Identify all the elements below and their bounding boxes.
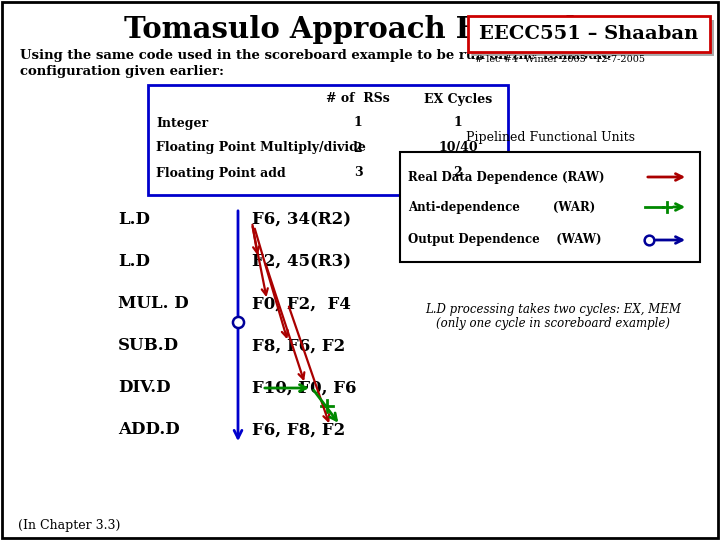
Text: EECC551 – Shaaban: EECC551 – Shaaban xyxy=(480,25,698,43)
Text: SUB.D: SUB.D xyxy=(118,338,179,354)
Text: F6, 34(R2): F6, 34(R2) xyxy=(252,212,351,228)
Text: EX Cycles: EX Cycles xyxy=(424,92,492,105)
Text: L.D processing takes two cycles: EX, MEM: L.D processing takes two cycles: EX, MEM xyxy=(425,303,681,316)
Text: 10/40: 10/40 xyxy=(438,141,478,154)
Text: 1: 1 xyxy=(354,117,362,130)
Text: DIV.D: DIV.D xyxy=(118,380,171,396)
Text: L.D: L.D xyxy=(118,212,150,228)
Text: Using the same code used in the scoreboard example to be run on the Tomasulo: Using the same code used in the scoreboa… xyxy=(20,50,611,63)
Text: F0, F2,  F4: F0, F2, F4 xyxy=(252,295,351,313)
Text: 2: 2 xyxy=(354,141,362,154)
Text: Floating Point Multiply/divide: Floating Point Multiply/divide xyxy=(156,141,366,154)
Text: # of  RSs: # of RSs xyxy=(326,92,390,105)
Bar xyxy=(400,152,700,262)
Text: Floating Point add: Floating Point add xyxy=(156,166,286,179)
Text: F2, 45(R3): F2, 45(R3) xyxy=(252,253,351,271)
Text: (only one cycle in scoreboard example): (only one cycle in scoreboard example) xyxy=(436,318,670,330)
Text: Output Dependence    (WAW): Output Dependence (WAW) xyxy=(408,233,601,246)
Text: configuration given earlier:: configuration given earlier: xyxy=(20,65,224,78)
Text: (In Chapter 3.3): (In Chapter 3.3) xyxy=(18,519,120,532)
Text: Pipelined Functional Units: Pipelined Functional Units xyxy=(466,131,634,144)
Bar xyxy=(148,85,508,195)
Text: 3: 3 xyxy=(354,166,362,179)
Text: Real Data Dependence (RAW): Real Data Dependence (RAW) xyxy=(408,171,605,184)
Text: 1: 1 xyxy=(454,117,462,130)
Bar xyxy=(472,20,714,56)
Text: F8, F6, F2: F8, F6, F2 xyxy=(252,338,346,354)
Text: 2: 2 xyxy=(454,166,462,179)
Text: F10, F0, F6: F10, F0, F6 xyxy=(252,380,356,396)
Text: ADD.D: ADD.D xyxy=(118,422,180,438)
Text: Anti-dependence        (WAR): Anti-dependence (WAR) xyxy=(408,200,595,213)
Text: Integer: Integer xyxy=(156,117,208,130)
Text: F6, F8, F2: F6, F8, F2 xyxy=(252,422,346,438)
Text: # lec #4  Winter 2005   12-7-2005: # lec #4 Winter 2005 12-7-2005 xyxy=(475,56,645,64)
Text: L.D: L.D xyxy=(118,253,150,271)
Bar xyxy=(468,16,710,52)
Text: Tomasulo Approach Example: Tomasulo Approach Example xyxy=(125,16,595,44)
Text: MUL. D: MUL. D xyxy=(118,295,189,313)
